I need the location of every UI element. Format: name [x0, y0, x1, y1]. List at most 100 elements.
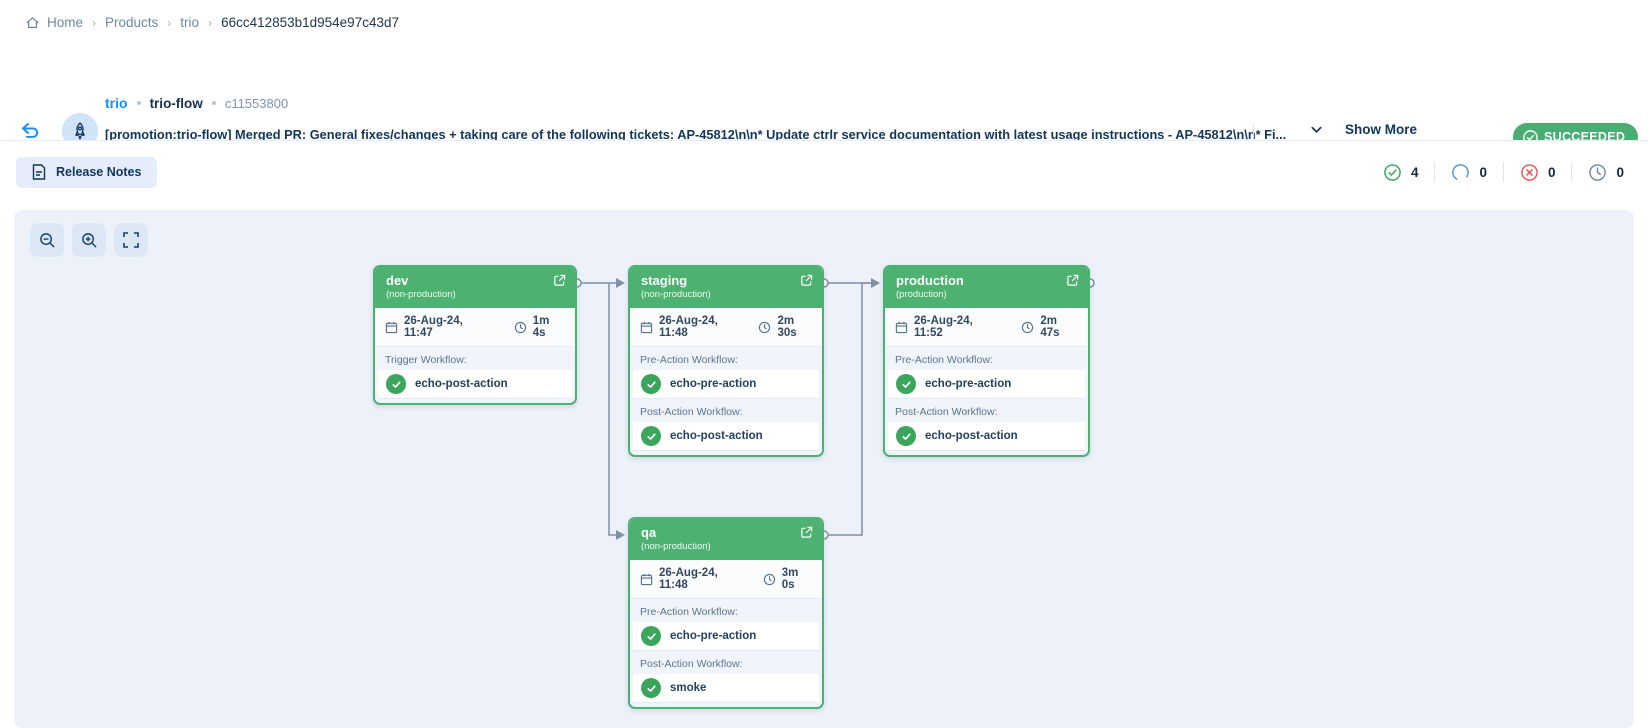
success-check-icon [896, 374, 916, 394]
divider [1502, 162, 1504, 182]
env-name: staging [641, 273, 688, 288]
counter-pending: 0 [1588, 163, 1624, 182]
open-external-icon[interactable] [800, 526, 813, 539]
release-names-row: trio trio-flow c11553800 [105, 95, 288, 111]
workflow-section-label: Trigger Workflow: [385, 354, 467, 366]
env-name: production [896, 273, 964, 288]
success-check-icon [1383, 163, 1402, 182]
divider [1434, 162, 1436, 182]
zoom-in-button[interactable] [72, 223, 106, 257]
counter-running: 0 [1451, 163, 1487, 182]
env-duration: 1m 4s [532, 315, 550, 339]
env-body: 26-Aug-24, 11:48 3m 0s Pre-Action Workfl… [630, 560, 822, 707]
env-card-qa[interactable]: qa (non-production) 26-Aug-24, 11:48 3m … [628, 517, 824, 709]
success-check-icon [641, 678, 661, 698]
workflow-run-item[interactable]: smoke [633, 674, 819, 703]
env-date: 26-Aug-24, 11:48 [659, 315, 718, 339]
breadcrumb-separator: › [167, 15, 172, 30]
env-body: 26-Aug-24, 11:48 2m 30s Pre-Action Workf… [630, 308, 822, 455]
workflow-name: echo-pre-action [670, 378, 757, 390]
open-external-icon[interactable] [553, 274, 566, 287]
workflow-run-item[interactable]: echo-post-action [378, 370, 572, 399]
status-counters: 4 0 0 0 [1383, 162, 1624, 182]
release-header: trio trio-flow c11553800 [promotion:trio… [0, 45, 1648, 168]
open-external-icon[interactable] [1066, 274, 1079, 287]
breadcrumb-home[interactable]: Home [25, 15, 83, 30]
env-name: dev [386, 273, 409, 288]
env-meta: 26-Aug-24, 11:47 1m 4s [375, 308, 575, 347]
breadcrumb: Home › Products › trio › 66cc412853b1d95… [0, 0, 1648, 45]
clock-icon [1021, 321, 1034, 334]
workflow-run-item[interactable]: echo-post-action [633, 422, 819, 451]
chevron-down-icon [1310, 123, 1323, 136]
workflow-name: echo-post-action [670, 430, 763, 442]
env-meta: 26-Aug-24, 11:48 2m 30s [630, 308, 822, 347]
breadcrumb-products[interactable]: Products [105, 15, 159, 30]
workflow-section-label: Pre-Action Workflow: [640, 606, 738, 618]
arrowhead-staging [616, 278, 625, 288]
error-x-icon [1520, 163, 1539, 182]
success-check-icon [386, 374, 406, 394]
env-date: 26-Aug-24, 11:48 [659, 567, 718, 591]
back-button[interactable] [18, 119, 42, 143]
workflow-name: echo-post-action [415, 378, 508, 390]
success-check-icon [641, 374, 661, 394]
promotion-edges [572, 278, 1095, 540]
breadcrumb-product-trio[interactable]: trio [180, 15, 200, 30]
workflow-name: smoke [670, 682, 707, 694]
clock-icon [763, 573, 776, 586]
divider [1571, 162, 1573, 182]
dot-separator [136, 101, 141, 105]
workflow-run-item[interactable]: echo-pre-action [888, 370, 1085, 399]
home-icon [25, 15, 40, 30]
promotion-flow-canvas[interactable]: dev (non-production) 26-Aug-24, 11:47 1m… [14, 210, 1634, 728]
env-meta: 26-Aug-24, 11:52 2m 47s [885, 308, 1088, 347]
clock-icon [758, 321, 771, 334]
zoom-out-button[interactable] [30, 223, 64, 257]
workflow-section-label: Pre-Action Workflow: [895, 354, 993, 366]
env-meta: 26-Aug-24, 11:48 3m 0s [630, 560, 822, 599]
workflow-section-label: Post-Action Workflow: [895, 406, 998, 418]
spinner-icon [1451, 163, 1470, 182]
canvas-zoom-toolbar [30, 223, 148, 257]
breadcrumb-separator: › [208, 15, 213, 30]
product-link[interactable]: trio [105, 95, 128, 111]
env-card-staging[interactable]: staging (non-production) 26-Aug-24, 11:4… [628, 265, 824, 457]
notes-bar: Release Notes 4 0 0 0 [0, 141, 1648, 203]
workflow-run-item[interactable]: echo-pre-action [633, 622, 819, 651]
env-body: 26-Aug-24, 11:47 1m 4s Trigger Workflow:… [375, 308, 575, 403]
divider [1253, 125, 1254, 143]
env-duration: 2m 47s [1040, 315, 1060, 339]
env-body: 26-Aug-24, 11:52 2m 47s Pre-Action Workf… [885, 308, 1088, 455]
show-more-button[interactable]: Show More [1310, 122, 1417, 137]
env-duration: 3m 0s [781, 567, 799, 591]
env-type: (non-production) [386, 289, 456, 300]
env-date: 26-Aug-24, 11:52 [914, 315, 973, 339]
clock-icon [1588, 163, 1607, 182]
arrowhead-production [871, 278, 880, 288]
divider [0, 140, 1648, 141]
dot-separator [211, 101, 216, 105]
edge-dev-qa [608, 283, 616, 536]
breadcrumb-release-id: 66cc412853b1d954e97c43d7 [221, 15, 399, 30]
workflow-run-item[interactable]: echo-pre-action [633, 370, 819, 399]
env-name: qa [641, 525, 657, 540]
env-card-production[interactable]: production (production) 26-Aug-24, 11:52… [883, 265, 1090, 457]
success-check-icon [641, 626, 661, 646]
calendar-icon [385, 321, 398, 334]
counter-failed: 0 [1520, 163, 1555, 182]
promotion-flow-name: trio-flow [149, 95, 203, 111]
release-notes-button[interactable]: Release Notes [16, 156, 158, 188]
env-type: (non-production) [641, 541, 711, 552]
breadcrumb-separator: › [92, 15, 97, 30]
env-card-dev[interactable]: dev (non-production) 26-Aug-24, 11:47 1m… [373, 265, 577, 405]
arrowhead-qa [616, 530, 625, 540]
env-duration: 2m 30s [777, 315, 797, 339]
env-header: dev (non-production) [375, 267, 575, 308]
workflow-name: echo-pre-action [670, 630, 757, 642]
edge-qa-production [824, 282, 871, 536]
open-external-icon[interactable] [800, 274, 813, 287]
workflow-section-label: Pre-Action Workflow: [640, 354, 738, 366]
fit-view-button[interactable] [114, 223, 148, 257]
workflow-run-item[interactable]: echo-post-action [888, 422, 1085, 451]
